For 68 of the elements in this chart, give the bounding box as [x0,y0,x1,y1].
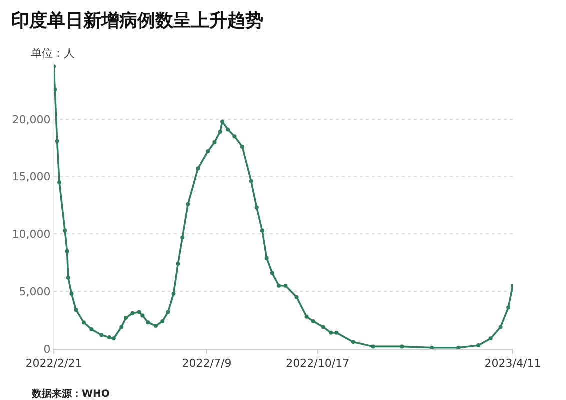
point [82,320,86,325]
point [154,324,158,328]
point [137,310,142,314]
x-tick-label: 2022/10/17 [286,357,350,370]
point [124,316,128,320]
x-tick-label: 2022/7/9 [182,357,232,370]
x-tick-label: 2023/4/11 [484,357,542,370]
point [100,333,104,338]
point [74,308,78,312]
point [176,262,180,266]
point [130,311,135,316]
point [498,325,503,330]
y-tick-label: 10,000 [12,228,51,242]
point [120,325,124,330]
point [107,336,112,340]
point [90,327,94,332]
point [260,228,264,233]
point [294,295,299,300]
point [63,228,68,233]
point [321,325,326,330]
point [212,140,217,144]
point [206,150,210,154]
text: 单位：人 [31,47,75,60]
point [220,120,225,124]
point [218,130,222,134]
point [334,330,339,335]
y-tick-label: 15,000 [12,170,51,184]
source-note: 数据来源：WHO [31,388,110,400]
y-tick-label: 0 [44,342,51,356]
point [371,344,376,349]
point [351,340,356,344]
point [264,256,269,260]
point [172,292,176,296]
point [476,344,481,348]
y-tick-label: 5,000 [19,285,51,298]
point [329,330,334,335]
point [311,319,316,324]
point [270,271,274,276]
point [54,88,58,92]
point [249,179,254,184]
point [430,346,434,349]
point [65,249,70,254]
point [196,166,200,171]
point [58,180,62,185]
x-tick-label: 2022/2/21 [26,357,82,370]
point [254,206,259,210]
point [226,128,230,132]
point [456,346,461,349]
point [506,306,511,310]
y-tick-label: 20,000 [12,113,51,126]
point [66,276,70,280]
point [400,344,404,349]
point [488,336,493,341]
point [160,319,165,324]
point [55,139,60,144]
point [304,314,309,319]
point [166,310,170,314]
point [186,202,190,206]
point [112,336,116,341]
point [146,320,150,325]
point [140,314,145,318]
point [180,236,185,240]
point [240,144,244,149]
chart-title: 印度单日新增病例数呈上升趋势 [11,10,264,32]
point [232,134,237,139]
point [277,284,282,288]
point [70,292,74,296]
point [284,284,288,288]
